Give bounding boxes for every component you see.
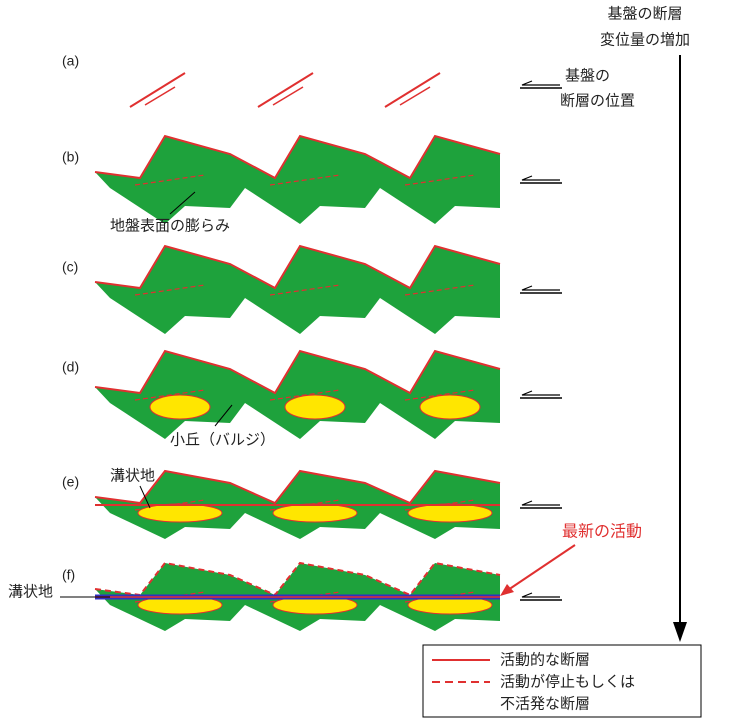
annotation: 基盤の — [565, 67, 610, 85]
offset-arrow — [522, 81, 560, 85]
panel-label: (a) — [62, 53, 79, 69]
annotation: 小丘（バルジ） — [170, 431, 275, 449]
offset-arrow — [522, 391, 560, 395]
header-line: 基盤の断層 — [607, 5, 682, 23]
bulge — [138, 504, 222, 522]
diagram: 基盤の断層 変位量の増加 (a) (b) (c) (d) (e) (f) 基盤の… — [0, 0, 743, 720]
offset-arrow — [522, 286, 560, 290]
panel-label: (e) — [62, 474, 79, 490]
bulge — [408, 504, 492, 522]
offset-arrow — [522, 176, 560, 180]
fault — [130, 73, 185, 107]
annotation: 地盤表面の膨らみ — [110, 217, 230, 235]
bulge — [420, 395, 480, 419]
fault — [258, 73, 313, 107]
header-line: 変位量の増加 — [600, 31, 690, 49]
annotation: 最新の活動 — [562, 522, 642, 541]
legend-item: 活動が停止もしくは — [500, 673, 635, 691]
panel-label: (f) — [62, 567, 75, 583]
fault — [385, 73, 440, 107]
arrow-head — [500, 584, 514, 596]
annotation: 断層の位置 — [560, 92, 635, 110]
panel-label: (c) — [62, 259, 78, 275]
annotation: 溝状地 — [110, 467, 155, 485]
artwork — [95, 73, 562, 631]
legend-item: 不活発な断層 — [500, 695, 590, 713]
bulge — [150, 395, 210, 419]
annotation: 溝状地 — [8, 583, 53, 601]
offset-arrow — [522, 501, 560, 505]
arrow-head — [673, 622, 687, 642]
bulge — [285, 395, 345, 419]
legend-item: 活動的な断層 — [500, 651, 590, 669]
offset-arrow — [522, 593, 560, 597]
panel-label: (b) — [62, 149, 79, 165]
panel-label: (d) — [62, 359, 79, 375]
bulge — [273, 504, 357, 522]
pointer — [505, 545, 575, 592]
